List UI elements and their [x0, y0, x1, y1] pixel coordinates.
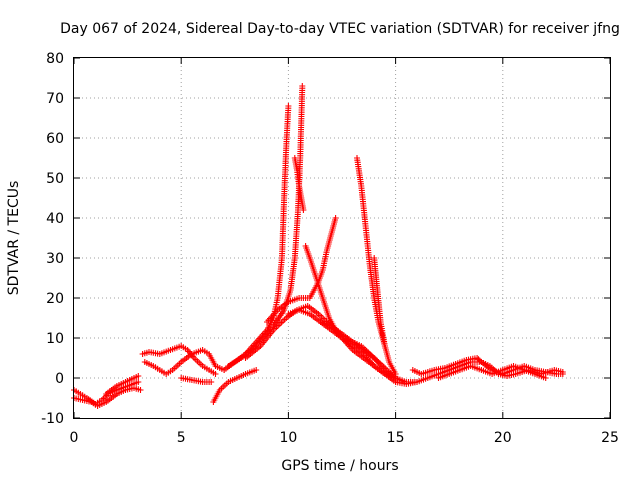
- series-markers-9: [291, 155, 307, 213]
- y-tick-label-7: 60: [46, 131, 64, 147]
- y-tick-label-4: 30: [46, 251, 64, 267]
- series-track-main-5: [264, 215, 339, 325]
- series-track-main-2: [225, 83, 306, 369]
- x-axis-label: GPS time / hours: [281, 458, 398, 474]
- y-axis-label: SDTVAR / TECUs: [6, 181, 22, 296]
- y-tick-label-9: 80: [46, 51, 64, 67]
- series-markers-10: [242, 303, 399, 381]
- y-tick-label-1: 0: [55, 371, 64, 387]
- y-tick-label-8: 70: [46, 91, 64, 107]
- y-tick-label-2: 10: [46, 331, 64, 347]
- series-markers-5: [178, 375, 215, 385]
- series-markers-15: [371, 255, 399, 377]
- series-markers-4: [141, 347, 228, 377]
- x-tick-label-1: 5: [177, 430, 186, 446]
- series-markers-16: [317, 319, 420, 385]
- series-markers-8: [225, 83, 306, 369]
- series-track-main-1: [221, 103, 292, 373]
- series-markers-6: [210, 367, 260, 405]
- series-track-morning-3: [178, 375, 215, 385]
- series-track-morning-2: [141, 347, 228, 377]
- series-markers-7: [221, 103, 292, 373]
- series-markers-13: [285, 307, 399, 385]
- series-track-main-10: [317, 319, 420, 385]
- x-tick-label-4: 20: [494, 430, 512, 446]
- series-track-early-3: [103, 373, 142, 397]
- data-points: [71, 83, 566, 409]
- axis-ticks: -10 0 10 20 30 40 50 60 70 80 0 5 10 15 20 25: [41, 51, 619, 446]
- chart-title: Day 067 of 2024, Sidereal Day-to-day VTE…: [60, 21, 620, 37]
- series-track-main-9: [371, 255, 399, 377]
- grid-lines: [74, 58, 610, 418]
- series-track-main-3: [291, 155, 307, 213]
- series-markers-3: [139, 343, 219, 377]
- x-tick-label-0: 0: [70, 430, 79, 446]
- series-track-late-3: [435, 363, 549, 381]
- series-markers-2: [103, 373, 142, 397]
- series-track-morning-1: [139, 343, 219, 377]
- series-track-main-7: [285, 307, 399, 385]
- y-tick-label-5: 40: [46, 211, 64, 227]
- x-tick-label-2: 10: [279, 430, 297, 446]
- x-tick-label-5: 25: [601, 430, 619, 446]
- series-markers-11: [264, 215, 339, 325]
- series-track-morning-4: [210, 367, 260, 405]
- series-markers-19: [435, 363, 549, 381]
- series-markers-14: [354, 155, 390, 357]
- y-tick-label-6: 50: [46, 171, 64, 187]
- series-track-main-8: [354, 155, 390, 357]
- y-tick-label-3: 20: [46, 291, 64, 307]
- series-track-main-4: [242, 303, 399, 381]
- plot-frame: [73, 57, 611, 419]
- y-tick-label-0: -10: [41, 411, 64, 427]
- x-tick-label-3: 15: [387, 430, 405, 446]
